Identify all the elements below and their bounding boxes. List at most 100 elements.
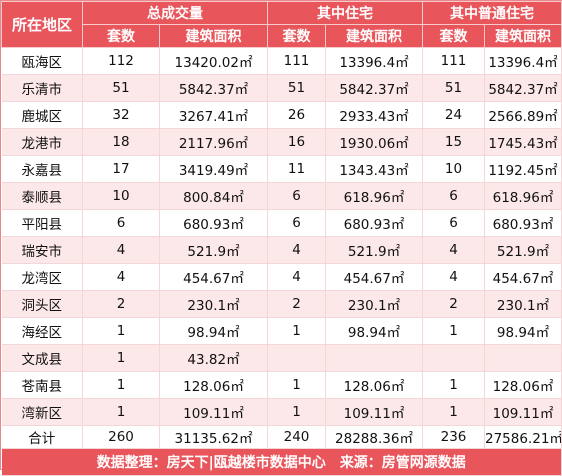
table-body: 瓯海区 112 13420.02㎡ 111 13396.4㎡ 111 13396… — [1, 47, 562, 476]
region-header: 所在地区 — [1, 1, 83, 48]
normal-count-cell: 1 — [422, 317, 485, 345]
residential-count-cell: 1 — [267, 317, 326, 345]
sub-header-area: 建筑面积 — [484, 24, 562, 48]
total-count-cell: 6 — [82, 209, 160, 237]
normal-count-cell: 1 — [422, 371, 485, 399]
residential-count-cell: 1 — [267, 398, 326, 426]
normal-count-cell: 15 — [422, 128, 485, 156]
region-cell: 鹿城区 — [1, 101, 83, 129]
total-area-cell: 680.93㎡ — [159, 209, 268, 237]
table-row: 文成县 1 43.82㎡ — [1, 344, 562, 372]
group-header-residential: 其中住宅 — [267, 1, 423, 25]
region-cell: 龙湾区 — [1, 263, 83, 291]
sub-header-area: 建筑面积 — [159, 24, 268, 48]
normal-count-cell: 6 — [422, 182, 485, 210]
sub-header-count: 套数 — [82, 24, 160, 48]
total-area-cell: 5842.37㎡ — [159, 74, 268, 102]
normal-area-cell: 109.11㎡ — [484, 398, 562, 426]
total-area-cell: 454.67㎡ — [159, 263, 268, 291]
residential-area-cell: 618.96㎡ — [325, 182, 423, 210]
footer-compiler-text: 数据整理：房天下|瓯越楼市数据中心 — [96, 455, 326, 471]
normal-count-cell: 111 — [422, 47, 485, 75]
table-row: 泰顺县 10 800.84㎡ 6 618.96㎡ 6 618.96㎡ — [1, 182, 562, 210]
normal-area-cell — [484, 344, 562, 372]
residential-count-cell: 4 — [267, 236, 326, 264]
total-count-cell: 32 — [82, 101, 160, 129]
normal-area-cell: 454.67㎡ — [484, 263, 562, 291]
residential-area-cell: 109.11㎡ — [325, 398, 423, 426]
residential-area-cell: 680.93㎡ — [325, 209, 423, 237]
total-area-cell: 31135.62㎡ — [159, 425, 268, 449]
residential-count-cell — [267, 344, 326, 372]
normal-area-cell: 128.06㎡ — [484, 371, 562, 399]
total-label-cell: 合计 — [1, 425, 83, 449]
normal-area-cell: 618.96㎡ — [484, 182, 562, 210]
residential-area-cell: 2933.43㎡ — [325, 101, 423, 129]
residential-count-cell: 1 — [267, 371, 326, 399]
group-header-normal-residential: 其中普通住宅 — [422, 1, 562, 25]
normal-count-cell: 24 — [422, 101, 485, 129]
residential-area-cell: 230.1㎡ — [325, 290, 423, 318]
residential-count-cell: 16 — [267, 128, 326, 156]
total-area-cell: 800.84㎡ — [159, 182, 268, 210]
total-count-cell: 260 — [82, 425, 160, 449]
total-area-cell: 43.82㎡ — [159, 344, 268, 372]
residential-count-cell: 26 — [267, 101, 326, 129]
total-count-cell: 1 — [82, 398, 160, 426]
normal-area-cell: 521.9㎡ — [484, 236, 562, 264]
residential-area-cell: 521.9㎡ — [325, 236, 423, 264]
normal-area-cell: 1192.45㎡ — [484, 155, 562, 183]
residential-count-cell: 111 — [267, 47, 326, 75]
region-cell: 洞头区 — [1, 290, 83, 318]
total-count-cell: 2 — [82, 290, 160, 318]
normal-area-cell: 98.94㎡ — [484, 317, 562, 345]
region-cell: 瓯海区 — [1, 47, 83, 75]
normal-count-cell — [422, 344, 485, 372]
normal-count-cell: 236 — [422, 425, 485, 449]
table-row: 瓯海区 112 13420.02㎡ 111 13396.4㎡ 111 13396… — [1, 47, 562, 75]
residential-count-cell: 6 — [267, 209, 326, 237]
normal-count-cell: 6 — [422, 209, 485, 237]
normal-count-cell: 2 — [422, 290, 485, 318]
footer-source-text: 来源：房管网源数据 — [339, 455, 466, 471]
group-header-total: 总成交量 — [82, 1, 268, 25]
sub-header-count: 套数 — [422, 24, 485, 48]
residential-area-cell: 13396.4㎡ — [325, 47, 423, 75]
residential-area-cell: 1343.43㎡ — [325, 155, 423, 183]
region-cell: 龙港市 — [1, 128, 83, 156]
total-area-cell: 98.94㎡ — [159, 317, 268, 345]
normal-area-cell: 230.1㎡ — [484, 290, 562, 318]
sub-header-count: 套数 — [267, 24, 326, 48]
table-row: 龙港市 18 2117.96㎡ 16 1930.06㎡ 15 1745.43㎡ — [1, 128, 562, 156]
residential-count-cell: 4 — [267, 263, 326, 291]
total-area-cell: 3267.41㎡ — [159, 101, 268, 129]
normal-count-cell: 4 — [422, 263, 485, 291]
total-count-cell: 112 — [82, 47, 160, 75]
sub-header-area: 建筑面积 — [325, 24, 423, 48]
normal-count-cell: 1 — [422, 398, 485, 426]
total-area-cell: 2117.96㎡ — [159, 128, 268, 156]
total-area-cell: 13420.02㎡ — [159, 47, 268, 75]
total-count-cell: 17 — [82, 155, 160, 183]
region-cell: 平阳县 — [1, 209, 83, 237]
region-cell: 永嘉县 — [1, 155, 83, 183]
table-row: 瑞安市 4 521.9㎡ 4 521.9㎡ 4 521.9㎡ — [1, 236, 562, 264]
total-count-cell: 51 — [82, 74, 160, 102]
normal-count-cell: 4 — [422, 236, 485, 264]
total-row: 合计 260 31135.62㎡ 240 28288.36㎡ 236 27586… — [1, 425, 562, 449]
region-cell: 苍南县 — [1, 371, 83, 399]
table-row: 永嘉县 17 3419.49㎡ 11 1343.43㎡ 10 1192.45㎡ — [1, 155, 562, 183]
normal-area-cell: 1745.43㎡ — [484, 128, 562, 156]
region-cell: 海经区 — [1, 317, 83, 345]
normal-count-cell: 51 — [422, 74, 485, 102]
residential-count-cell: 2 — [267, 290, 326, 318]
residential-count-cell: 6 — [267, 182, 326, 210]
residential-area-cell: 98.94㎡ — [325, 317, 423, 345]
residential-count-cell: 240 — [267, 425, 326, 449]
table-row: 乐清市 51 5842.37㎡ 51 5842.37㎡ 51 5842.37㎡ — [1, 74, 562, 102]
table-row: 龙湾区 4 454.67㎡ 4 454.67㎡ 4 454.67㎡ — [1, 263, 562, 291]
table-row: 海经区 1 98.94㎡ 1 98.94㎡ 1 98.94㎡ — [1, 317, 562, 345]
residential-area-cell: 128.06㎡ — [325, 371, 423, 399]
residential-area-cell: 28288.36㎡ — [325, 425, 423, 449]
